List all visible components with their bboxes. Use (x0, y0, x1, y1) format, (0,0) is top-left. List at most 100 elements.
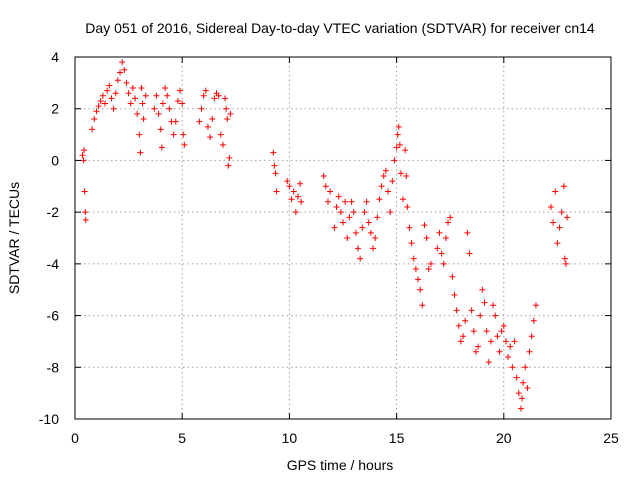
data-point (151, 105, 158, 112)
data-point (502, 338, 509, 345)
data-point (513, 374, 520, 381)
data-point (451, 291, 458, 298)
data-point (457, 338, 464, 345)
data-point (121, 66, 128, 73)
y-axis-title: SDTVAR / TECUs (6, 182, 22, 294)
data-point (552, 188, 559, 195)
data-point (492, 312, 499, 319)
data-point (112, 90, 119, 97)
y-tick-label: -6 (47, 308, 60, 324)
data-point (202, 87, 209, 94)
data-point (561, 255, 568, 262)
data-point (104, 87, 111, 94)
data-point (400, 196, 407, 203)
data-point (200, 92, 207, 99)
data-point (346, 214, 353, 221)
data-point (554, 240, 561, 247)
data-point (372, 235, 379, 241)
x-axis-title: GPS time / hours (287, 457, 394, 473)
data-point (139, 100, 146, 107)
data-point (406, 224, 413, 231)
data-point (288, 196, 295, 203)
data-point (117, 69, 124, 76)
data-point (515, 390, 522, 397)
y-axis-ticks: -10 -8 -6 -4 -2 0 2 4 (39, 49, 611, 427)
data-point (556, 224, 563, 231)
data-point (297, 180, 304, 187)
data-point (324, 198, 331, 205)
data-point (445, 219, 452, 226)
x-tick-label: 25 (603, 430, 619, 446)
data-point (425, 266, 432, 273)
data-point (410, 255, 417, 262)
data-point (342, 198, 349, 205)
data-point (404, 203, 411, 210)
y-tick-label: -10 (39, 411, 59, 427)
data-point (519, 395, 526, 402)
data-point (89, 126, 96, 133)
data-point (79, 152, 86, 159)
data-point (449, 273, 456, 280)
data-point (91, 116, 98, 123)
data-point (522, 364, 529, 371)
data-point (494, 333, 501, 340)
data-point (490, 302, 497, 309)
data-point (509, 364, 516, 371)
data-point (412, 266, 419, 273)
data-point (505, 353, 512, 360)
data-point (108, 95, 115, 102)
data-point (179, 100, 186, 107)
data-point (438, 250, 445, 257)
data-point (481, 299, 488, 306)
data-point (82, 209, 89, 216)
data-point (485, 359, 492, 366)
data-point (355, 245, 362, 252)
data-point (385, 188, 392, 195)
data-point (477, 312, 484, 319)
data-point (95, 103, 102, 110)
data-point (363, 198, 370, 205)
data-point (415, 276, 422, 283)
data-point (507, 343, 514, 350)
data-point (272, 170, 279, 177)
data-point (119, 59, 126, 66)
data-point (81, 188, 88, 195)
data-point (361, 209, 368, 216)
data-point (547, 203, 554, 210)
data-point (138, 85, 145, 92)
data-point (136, 131, 143, 138)
data-point (560, 183, 567, 190)
y-tick-label: 0 (51, 152, 59, 168)
data-point (99, 92, 106, 99)
x-tick-label: 15 (389, 430, 405, 446)
data-point (403, 172, 410, 179)
data-point (359, 224, 366, 231)
data-point (158, 144, 165, 151)
data-point (487, 338, 494, 345)
data-point (180, 131, 187, 138)
data-point (517, 405, 524, 412)
data-point (423, 235, 430, 241)
data-point (292, 209, 299, 216)
data-point (224, 116, 231, 123)
data-point (524, 384, 531, 391)
data-point (421, 222, 428, 229)
data-point (155, 110, 162, 117)
data-point (367, 229, 374, 236)
plot-frame (74, 56, 612, 420)
data-point (114, 77, 121, 84)
data-point (333, 203, 340, 210)
y-tick-label: -2 (47, 204, 60, 220)
x-axis-ticks: 0 5 10 15 20 25 (71, 57, 619, 446)
data-point (396, 141, 403, 148)
data-point (225, 162, 232, 169)
data-point (273, 188, 280, 195)
data-point (395, 123, 402, 130)
data-point (223, 105, 230, 112)
data-point (81, 147, 88, 154)
data-point (172, 118, 179, 125)
data-point (370, 245, 377, 252)
data-point (217, 131, 224, 138)
data-point (382, 167, 389, 174)
